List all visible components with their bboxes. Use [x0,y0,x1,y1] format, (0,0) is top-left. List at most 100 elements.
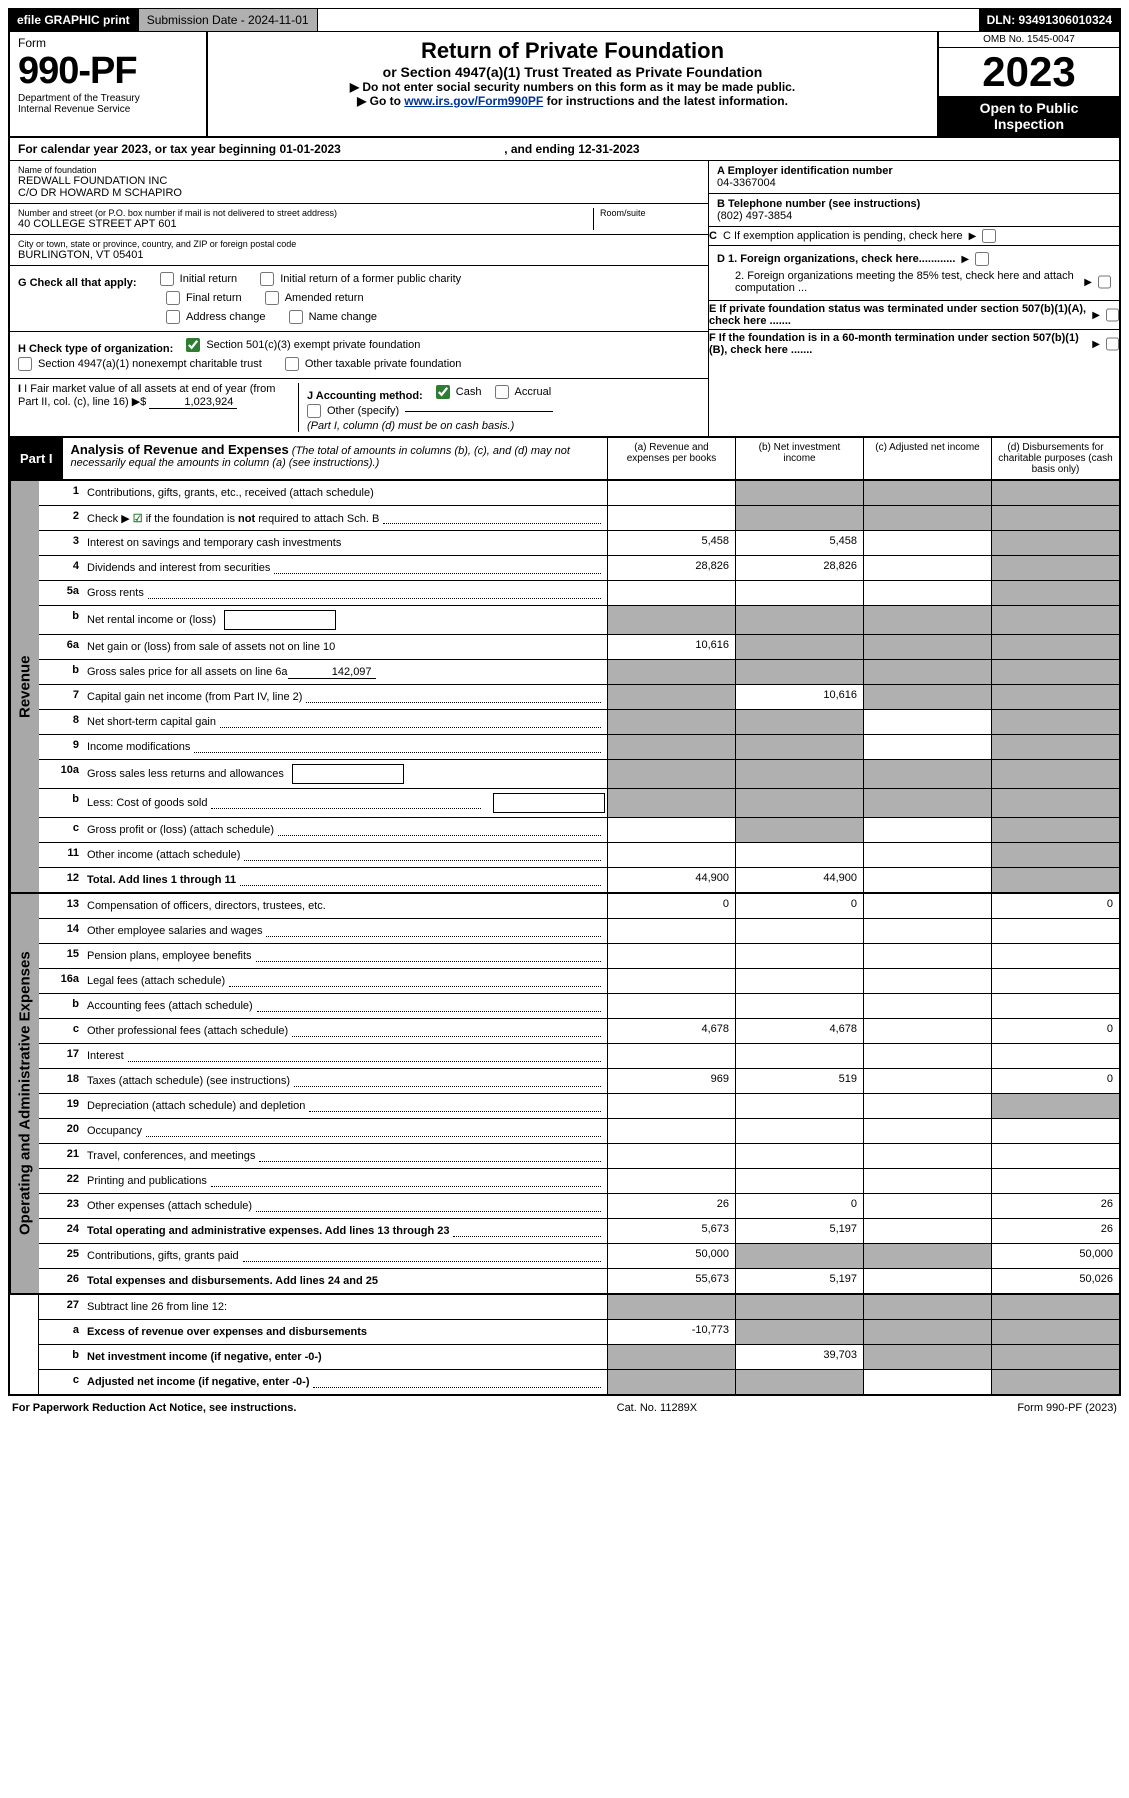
form-number: 990-PF [18,50,198,93]
col-b-value [735,1119,863,1143]
efile-label: efile GRAPHIC print [9,9,139,31]
table-row: 27Subtract line 26 from line 12: [39,1295,1119,1320]
cb-foreign-org[interactable] [975,252,989,266]
col-c-value [863,481,991,505]
col-d-value [991,735,1119,759]
col-a-value: 10,616 [607,635,735,659]
col-b-value [735,843,863,867]
cb-address-change[interactable] [166,310,180,324]
omb-number: OMB No. 1545-0047 [939,32,1119,48]
cb-cash[interactable] [436,385,450,399]
table-row: 16aLegal fees (attach schedule) [39,969,1119,994]
table-row: cGross profit or (loss) (attach schedule… [39,818,1119,843]
col-b-value: 4,678 [735,1019,863,1043]
col-d-value: 26 [991,1219,1119,1243]
cb-terminated[interactable] [1106,308,1119,322]
line-number: 27 [39,1295,85,1319]
col-b-value: 0 [735,894,863,918]
col-a-value [607,760,735,788]
inline-amount-box[interactable] [292,764,404,784]
line-number: 14 [39,919,85,943]
form-header: Form 990-PF Department of the Treasury I… [8,32,1121,138]
form-label: Form [18,36,198,50]
line-label: Other expenses (attach schedule) [85,1194,607,1218]
line-number: b [39,789,85,817]
col-b-value [735,481,863,505]
col-c-value [863,1069,991,1093]
col-c-value [863,868,991,892]
cb-exemption-pending[interactable] [982,229,996,243]
cb-other-taxable[interactable] [285,357,299,371]
col-c-value [863,894,991,918]
line-label: Net short-term capital gain [85,710,607,734]
col-a-value [607,506,735,530]
e-label: E If private foundation status was termi… [709,303,1086,327]
calendar-year-line: For calendar year 2023, or tax year begi… [8,138,1121,161]
cb-name-change[interactable] [289,310,303,324]
cb-initial-return[interactable] [160,272,174,286]
col-d-value [991,760,1119,788]
line-number: 8 [39,710,85,734]
table-row: 25Contributions, gifts, grants paid50,00… [39,1244,1119,1269]
col-a-value [607,1119,735,1143]
dln-label: DLN: 93491306010324 [979,9,1120,31]
table-row: 7Capital gain net income (from Part IV, … [39,685,1119,710]
line-label: Contributions, gifts, grants paid [85,1244,607,1268]
col-a-value: 5,458 [607,531,735,555]
col-c-value [863,1244,991,1268]
cb-accrual[interactable] [495,385,509,399]
irs-link[interactable]: www.irs.gov/Form990PF [404,94,543,108]
line-label: Occupancy [85,1119,607,1143]
inline-amount-box[interactable] [224,610,336,630]
table-row: 6aNet gain or (loss) from sale of assets… [39,635,1119,660]
line-label: Total operating and administrative expen… [85,1219,607,1243]
line-number: 3 [39,531,85,555]
cb-other-method[interactable] [307,404,321,418]
line-number: c [39,1370,85,1394]
table-row: 11Other income (attach schedule) [39,843,1119,868]
line-label: Legal fees (attach schedule) [85,969,607,993]
cb-4947a1[interactable] [18,357,32,371]
col-c-value [863,710,991,734]
col-b-value [735,710,863,734]
part1-header: Part I Analysis of Revenue and Expenses … [8,436,1121,481]
instr-1: ▶ Do not enter social security numbers o… [220,80,925,94]
instr-2: ▶ Go to www.irs.gov/Form990PF for instru… [220,94,925,108]
part1-tag: Part I [10,438,63,479]
table-row: 23Other expenses (attach schedule)26026 [39,1194,1119,1219]
col-a-value [607,1094,735,1118]
col-b-value [735,969,863,993]
cb-501c3[interactable] [186,338,200,352]
col-d-value: 26 [991,1194,1119,1218]
line-number: 6a [39,635,85,659]
line-number: 11 [39,843,85,867]
col-d-value [991,635,1119,659]
inline-amount-box[interactable] [493,793,605,813]
col-b-value: 44,900 [735,868,863,892]
col-b-value [735,606,863,634]
line-label: Total. Add lines 1 through 11 [85,868,607,892]
line-label: Compensation of officers, directors, tru… [85,894,607,918]
line-label: Gross rents [85,581,607,605]
cb-initial-former[interactable] [260,272,274,286]
line-label: Travel, conferences, and meetings [85,1144,607,1168]
col-d-value [991,556,1119,580]
line-number: 15 [39,944,85,968]
cb-final-return[interactable] [166,291,180,305]
opex-section: Operating and Administrative Expenses 13… [8,894,1121,1295]
cb-foreign-85[interactable] [1098,275,1111,289]
col-d-value [991,660,1119,684]
phone-value: (802) 497-3854 [717,210,1111,222]
fmv-value: 1,023,924 [149,396,237,409]
col-d-value: 0 [991,894,1119,918]
col-b-value: 519 [735,1069,863,1093]
col-d-value [991,818,1119,842]
cb-amended-return[interactable] [265,291,279,305]
col-c-value [863,944,991,968]
col-a-value: 969 [607,1069,735,1093]
col-a-value [607,1144,735,1168]
col-d-value [991,710,1119,734]
col-d-value [991,606,1119,634]
line-label: Other income (attach schedule) [85,843,607,867]
cb-60month[interactable] [1106,337,1119,351]
